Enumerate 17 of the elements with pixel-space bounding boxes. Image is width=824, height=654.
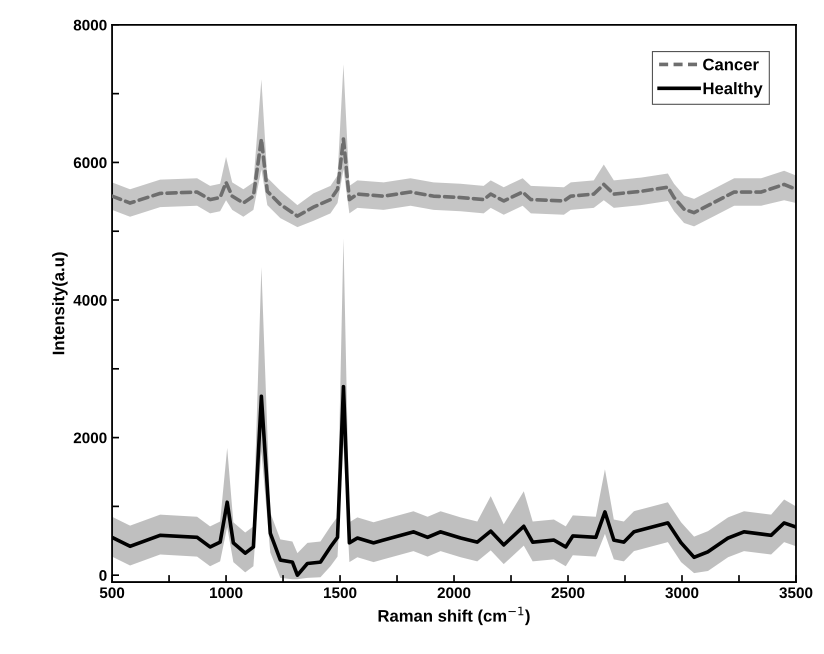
line-series	[112, 137, 796, 218]
y-tick-label: 0	[99, 570, 107, 581]
y-tick-label: 2000	[74, 432, 107, 444]
y-tick-label: 8000	[74, 20, 107, 31]
y-axis-title: Intensity(a.u)	[52, 252, 68, 354]
x-tick-label: 1500	[324, 587, 356, 598]
x-tick-label: 2500	[552, 587, 584, 598]
x-axis-title: Raman shift (cm$^{−1}$)	[378, 606, 530, 626]
legend-label: Healthy	[704, 82, 763, 98]
legend-label: Cancer	[703, 58, 759, 70]
x-tick-label: 3500	[779, 587, 812, 598]
x-tick-label: 1000	[210, 587, 242, 598]
y-tick-label: 6000	[74, 157, 107, 168]
x-tick-label: 2000	[438, 587, 470, 598]
x-tick-label: 500	[100, 587, 124, 598]
y-tick-label: 4000	[73, 294, 107, 306]
x-tick-label: 3000	[665, 587, 698, 598]
